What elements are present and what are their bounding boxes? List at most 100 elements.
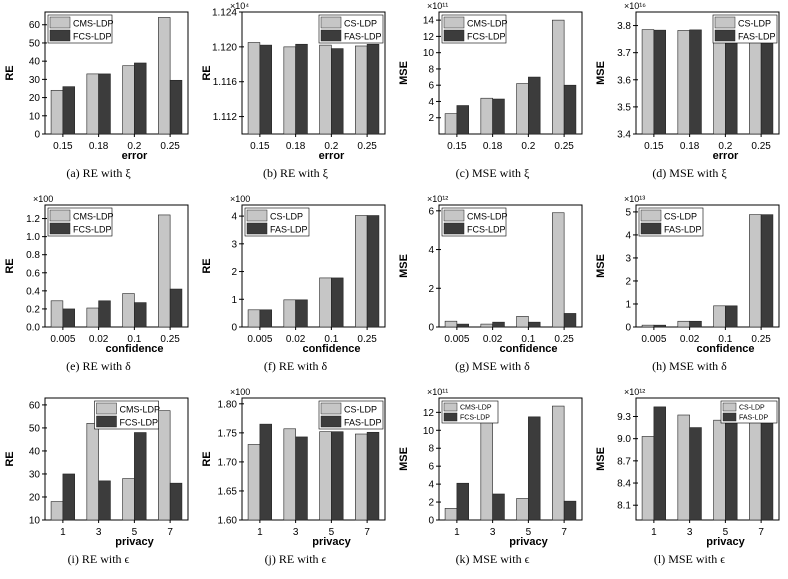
- panel-caption: (a) RE with ξ: [66, 166, 131, 180]
- bar-series-1: [677, 414, 690, 521]
- y-tick-label: 10: [423, 48, 435, 59]
- legend-label-series-1: CS-LDP: [270, 212, 303, 222]
- bar-series-2: [259, 423, 272, 521]
- x-axis-title: privacy: [706, 536, 745, 548]
- plot-frame: [635, 397, 780, 521]
- x-tick-label: 0.25: [554, 141, 574, 152]
- bar-series-1: [355, 45, 368, 135]
- legend-swatch-series-1: [49, 209, 71, 222]
- bar-series-2: [653, 406, 666, 521]
- x-tick-label: 0.25: [357, 334, 377, 345]
- chart-svg: 0.0 0.2 0.4 0.6 0.8 1.0 1.2 RE ×100 0.005 0.02 0.1 0…: [4, 194, 189, 355]
- chart-svg: 3.4 3.5 3.6 3.7 3.8 MSE ×10¹⁶ 0.15 0.18 0.2 0.25 er…: [595, 1, 780, 162]
- x-tick-label: 1: [651, 527, 657, 538]
- x-axis-title: confidence: [696, 343, 754, 355]
- legend-swatch-series-1: [49, 16, 71, 29]
- legend-label-series-1: CMS-LDP: [460, 405, 492, 412]
- bar-series-1: [50, 89, 64, 135]
- bar-series-1: [641, 324, 655, 328]
- bar-series-2: [366, 43, 380, 135]
- legend-swatch-series-2: [49, 29, 71, 42]
- legend-label-series-2: FCS-LDP: [73, 32, 112, 42]
- legend-label-series-1: CMS-LDP: [120, 405, 161, 415]
- y-tick-label: 0.8: [26, 250, 40, 261]
- bar-series-1: [283, 46, 296, 135]
- y-axis-title: RE: [4, 65, 16, 80]
- bar-series-1: [86, 73, 99, 135]
- y-tick-label: 1.124: [212, 8, 237, 19]
- y-tick-label: 0: [231, 323, 237, 334]
- y-tick-label: 4: [231, 212, 237, 223]
- bar-series-2: [259, 44, 272, 135]
- x-tick-label: 0.25: [357, 141, 377, 152]
- x-tick-label: 3: [687, 527, 693, 538]
- y-tick-label: 8.1: [617, 501, 631, 512]
- bar-series-2: [169, 79, 183, 135]
- panel-caption: (g) MSE with δ: [455, 359, 530, 373]
- legend-swatch-series-1: [246, 209, 268, 222]
- y-tick-label: 50: [29, 38, 41, 49]
- bar-series-1: [516, 83, 529, 135]
- x-tick-label: 0.02: [89, 334, 109, 345]
- y-tick-label: 3.4: [617, 130, 631, 141]
- bar-series-1: [319, 44, 332, 135]
- bar-series-2: [456, 323, 469, 328]
- bar-series-1: [122, 293, 135, 328]
- legend-swatch-series-1: [722, 402, 737, 412]
- y-tick-label: 2: [428, 113, 434, 124]
- bar-series-2: [725, 30, 738, 135]
- bar-series-2: [528, 416, 541, 521]
- bar-series-2: [528, 321, 541, 328]
- x-tick-label: 5: [329, 527, 335, 538]
- panel-caption: (i) RE with ϵ: [67, 552, 130, 566]
- y-axis-title: MSE: [595, 61, 607, 85]
- y-axis-title: RE: [4, 451, 16, 466]
- x-tick-label: 0.25: [554, 334, 574, 345]
- bar-series-2: [134, 62, 147, 135]
- y-tick-label: 3.7: [617, 48, 631, 59]
- x-tick-label: 0.1: [718, 334, 732, 345]
- chart-svg: 0 1 2 3 4 5 MSE ×10¹³ 0.005 0.02 0.1 0.25confidence…: [595, 194, 780, 355]
- y-tick-label: 40: [29, 57, 41, 68]
- bar-series-2: [456, 105, 469, 135]
- x-tick-label: 0.25: [751, 141, 771, 152]
- bar-series-1: [713, 30, 726, 135]
- bar-series-1: [552, 19, 565, 135]
- bar-series-2: [456, 482, 469, 521]
- bar-series-1: [247, 444, 261, 521]
- y-tick-label: 0.4: [26, 286, 40, 297]
- legend-swatch-series-1: [714, 16, 736, 29]
- y-tick-label: 5: [625, 207, 631, 218]
- bar-series-2: [331, 48, 344, 135]
- x-tick-label: 0.25: [751, 334, 771, 345]
- y-tick-label: 0: [34, 130, 40, 141]
- legend-label-series-2: FCS-LDP: [120, 418, 159, 428]
- bar-series-2: [563, 500, 577, 521]
- bar-series-1: [516, 316, 529, 328]
- bar-series-1: [749, 214, 762, 328]
- bar-series-1: [158, 214, 171, 328]
- x-tick-label: 0.2: [324, 141, 338, 152]
- legend-swatch-series-2: [443, 222, 465, 235]
- legend-label-series-1: CMS-LDP: [467, 19, 508, 29]
- bar-series-2: [62, 86, 75, 135]
- chart-svg: 0 2 4 6 8 10 12 MSE ×10¹¹ 1 3 5 7 privacy CMS-LDP FCS-L…: [398, 387, 583, 548]
- x-tick-label: 0.18: [89, 141, 109, 152]
- y-tick-label: 4: [428, 480, 434, 491]
- y-axis-title: MSE: [595, 254, 607, 278]
- chart-svg: 8.1 8.4 8.7 9.0 9.3 MSE ×10¹² 1 3 5 7 privacy CS-LDP…: [595, 387, 780, 548]
- legend-swatch-series-1: [320, 402, 342, 415]
- plot-frame: [635, 204, 780, 328]
- y-tick-label: 10: [29, 516, 41, 527]
- y-tick-label: 3.6: [617, 75, 631, 86]
- x-tick-label: 0.25: [160, 141, 180, 152]
- bar-series-2: [98, 480, 111, 521]
- y-tick-label: 20: [29, 93, 41, 104]
- bar-series-1: [677, 320, 690, 328]
- y-tick-label: 0: [625, 323, 631, 334]
- y-tick-label: 1.65: [218, 486, 238, 497]
- y-tick-label: 2: [625, 276, 631, 287]
- legend-label-series-1: CS-LDP: [664, 212, 697, 222]
- y-tick-label: 8: [428, 64, 434, 75]
